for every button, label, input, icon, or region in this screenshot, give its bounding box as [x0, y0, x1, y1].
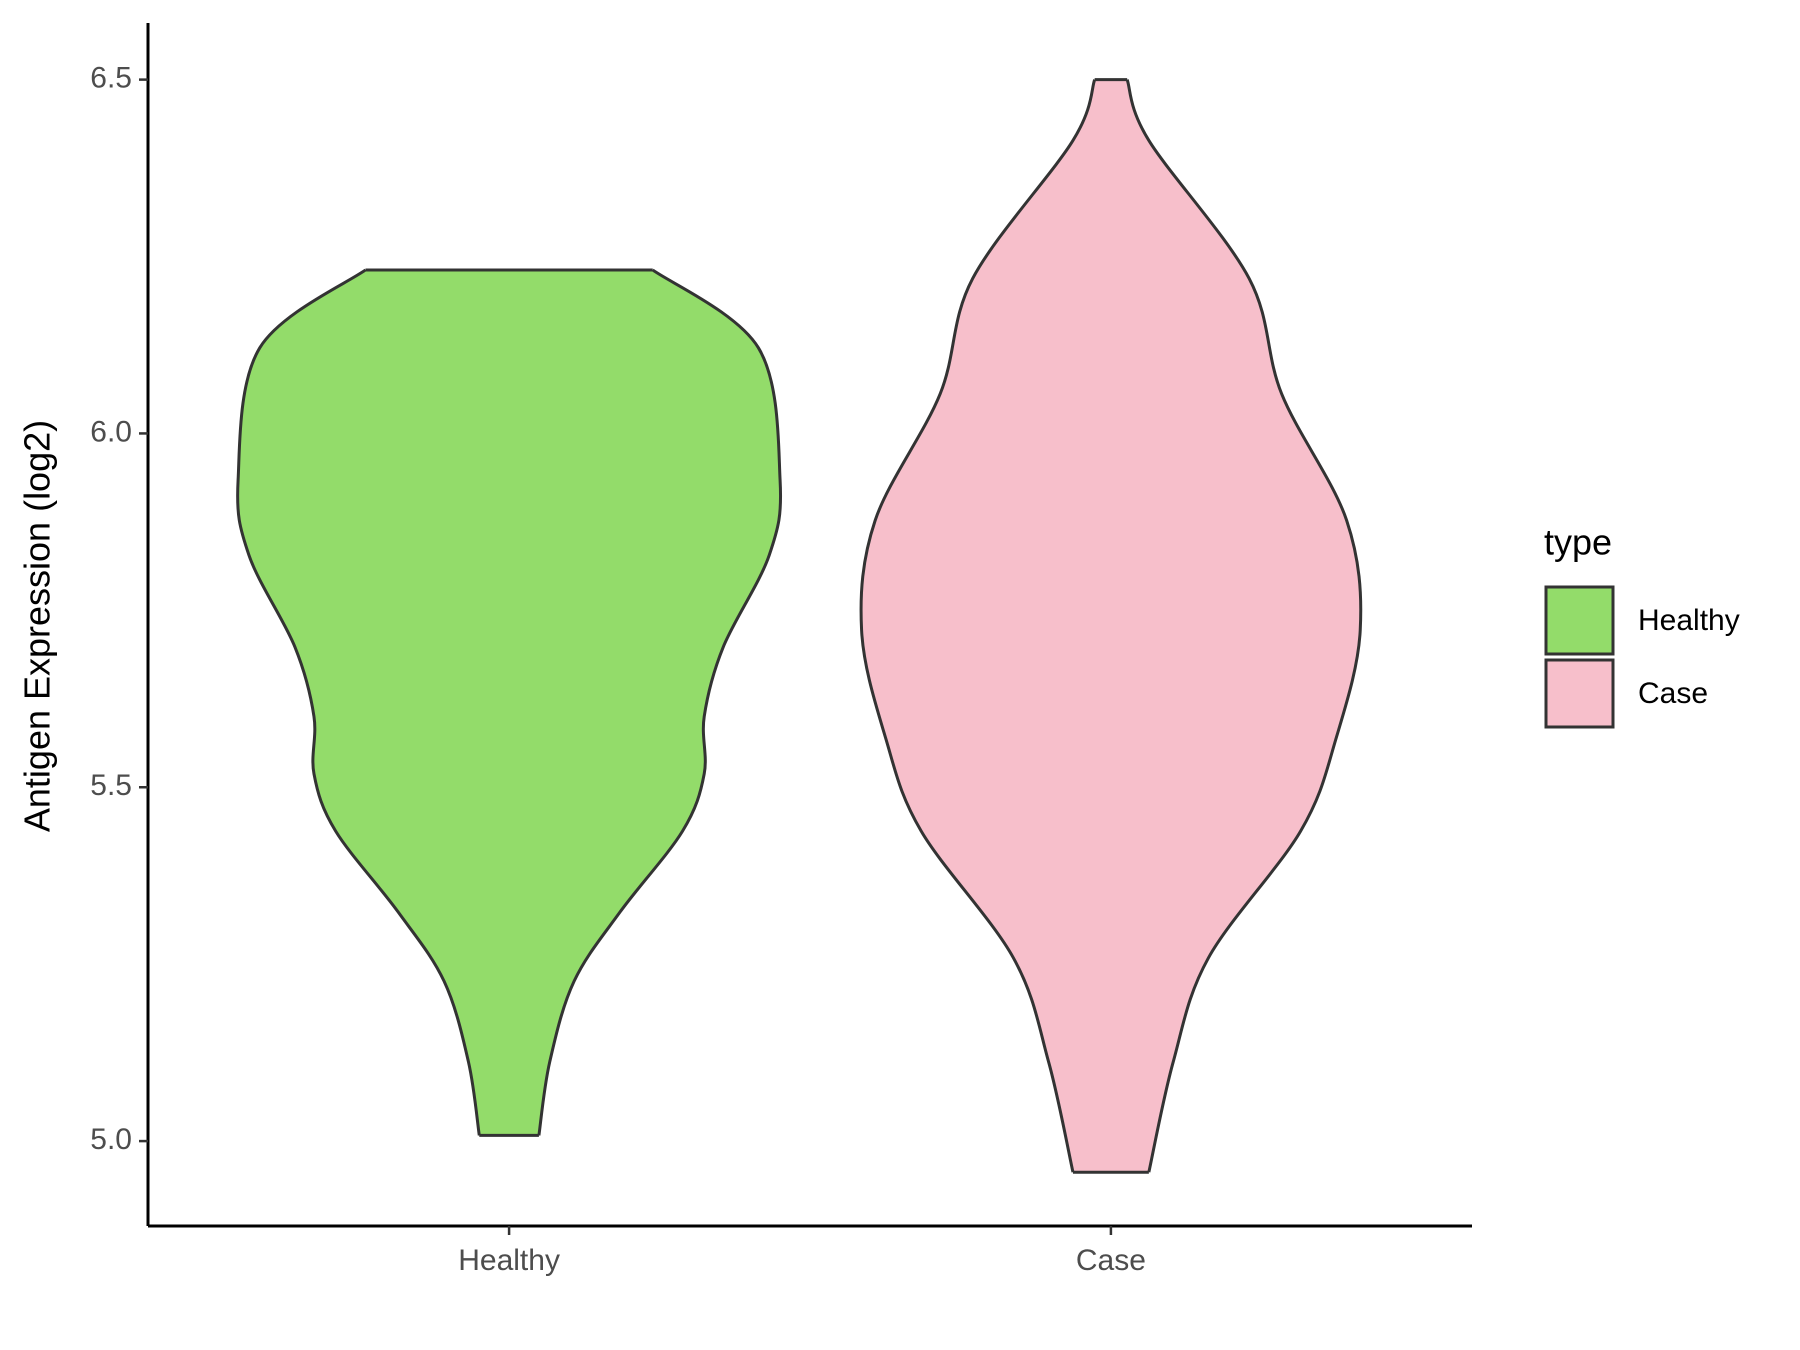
legend-label: Case: [1638, 677, 1708, 710]
y-tick-label: 6.0: [90, 415, 132, 448]
x-tick-label: Healthy: [458, 1244, 560, 1277]
violin-right-edge: [537, 268, 783, 1136]
violin-left-edge: [236, 268, 481, 1136]
y-tick-label: 5.0: [90, 1123, 132, 1156]
y-axis-title: Antigen Expression (log2): [17, 420, 58, 832]
legend-title: type: [1544, 522, 1612, 563]
violin-left-edge: [859, 79, 1097, 1173]
violin-right-edge: [1125, 79, 1363, 1173]
x-tick-label: Case: [1076, 1244, 1146, 1277]
y-tick-label: 6.5: [90, 62, 132, 95]
legend-key: [1544, 658, 1615, 729]
y-tick-label: 5.5: [90, 769, 132, 802]
violin-body: [237, 269, 781, 1136]
legend-label: Healthy: [1638, 604, 1740, 637]
violin-body: [861, 79, 1361, 1173]
legend-key: [1544, 585, 1615, 656]
